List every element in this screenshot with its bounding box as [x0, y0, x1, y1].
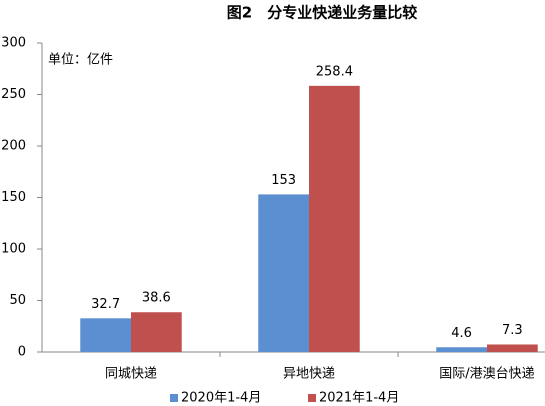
- value-label: 38.6: [142, 291, 171, 306]
- chart-title: 图2 分专业快递业务量比较: [227, 4, 417, 22]
- y-tick-label: 250: [1, 87, 26, 102]
- y-tick-label: 200: [1, 139, 26, 154]
- bar: [309, 85, 360, 353]
- y-tick-label: 100: [1, 242, 26, 257]
- value-label: 4.6: [451, 326, 472, 341]
- unit-annotation: 单位：亿件: [48, 53, 113, 68]
- bar: [258, 194, 309, 352]
- value-label: 153: [271, 173, 296, 188]
- legend-label: 2021年1-4月: [319, 391, 399, 406]
- bar: [487, 344, 538, 352]
- y-tick-label: 150: [1, 190, 26, 205]
- legend-swatch: [308, 394, 316, 402]
- y-tick-label: 50: [9, 293, 26, 308]
- bar: [131, 312, 182, 352]
- value-label: 7.3: [502, 323, 523, 338]
- bar: [80, 318, 131, 352]
- value-label: 32.7: [91, 297, 120, 312]
- value-label: 258.4: [316, 64, 353, 79]
- legend-swatch: [170, 394, 178, 402]
- x-tick-label: 国际/港澳台快递: [439, 366, 534, 382]
- bar: [436, 347, 487, 352]
- y-tick-label: 300: [1, 36, 26, 51]
- x-tick-label: 同城快递: [105, 367, 157, 382]
- legend-label: 2020年1-4月: [181, 391, 261, 406]
- x-tick-label: 异地快递: [283, 367, 335, 382]
- y-tick-label: 0: [18, 345, 26, 360]
